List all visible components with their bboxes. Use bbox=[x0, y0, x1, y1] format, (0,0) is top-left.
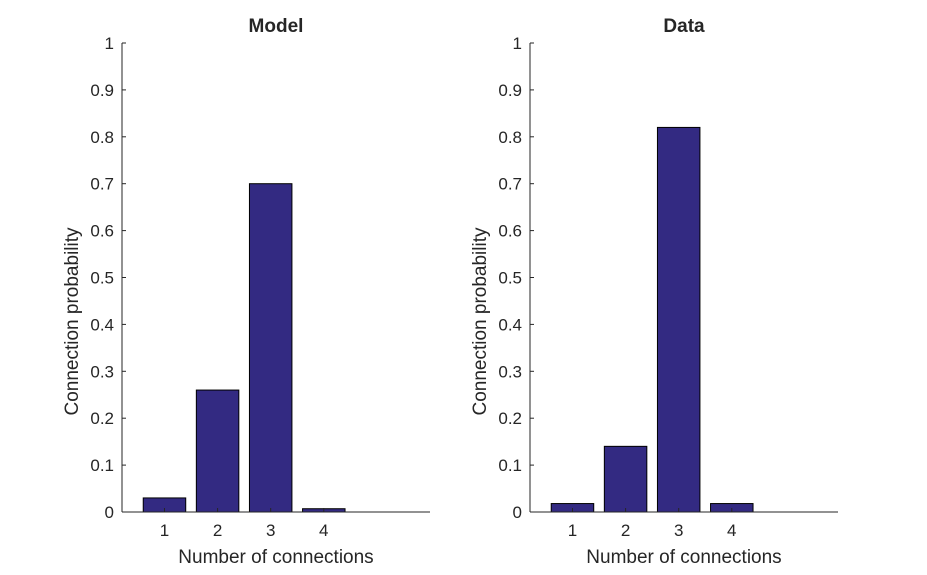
bar-3 bbox=[248, 183, 293, 513]
y-tick-label: 0.7 bbox=[498, 175, 522, 194]
y-tick-label: 0.9 bbox=[90, 81, 114, 100]
y-tick-label: 0.8 bbox=[498, 128, 522, 147]
y-tick-label: 0.2 bbox=[498, 409, 522, 428]
x-tick-label: 3 bbox=[266, 521, 275, 540]
y-tick-label: 0.5 bbox=[498, 269, 522, 288]
x-tick-label: 1 bbox=[568, 521, 577, 540]
x-axis-label: Number of connections bbox=[586, 547, 781, 568]
x-tick-label: 4 bbox=[319, 521, 328, 540]
y-tick-label: 0.7 bbox=[90, 175, 114, 194]
x-axis-label: Number of connections bbox=[178, 547, 373, 568]
y-tick-label: 0.1 bbox=[90, 456, 114, 475]
y-tick-label: 0.5 bbox=[90, 269, 114, 288]
y-tick-label: 0.3 bbox=[498, 362, 522, 381]
model-panel: 0 0.1 0.2 0.3 0.4 0.5 0.6 0.7 0.8 0.9 1 1 2 3 4 Model Nu… bbox=[62, 16, 430, 568]
x-tick-label: 3 bbox=[674, 521, 683, 540]
chart-title: Model bbox=[249, 16, 304, 37]
y-tick-label: 0.4 bbox=[90, 315, 114, 334]
bar-3 bbox=[656, 126, 701, 513]
y-tick-label: 0.2 bbox=[90, 409, 114, 428]
y-tick-label: 1 bbox=[105, 34, 114, 53]
y-tick-label: 0.4 bbox=[498, 315, 522, 334]
y-tick-label: 0 bbox=[513, 503, 522, 522]
y-tick-label: 0.6 bbox=[498, 222, 522, 241]
x-tick-label: 1 bbox=[160, 521, 169, 540]
bar-2 bbox=[195, 389, 240, 513]
y-axis-label: Connection probability bbox=[470, 227, 491, 416]
y-tick-label: 1 bbox=[513, 34, 522, 53]
bar-2 bbox=[603, 445, 648, 513]
y-tick-label: 0.8 bbox=[90, 128, 114, 147]
y-tick-label: 0.9 bbox=[498, 81, 522, 100]
y-axis-label: Connection probability bbox=[62, 227, 83, 416]
x-tick-label: 4 bbox=[727, 521, 736, 540]
chart-title: Data bbox=[663, 16, 705, 37]
x-tick-label: 2 bbox=[213, 521, 222, 540]
y-tick-label: 0 bbox=[105, 503, 114, 522]
data-panel: 0 0.1 0.2 0.3 0.4 0.5 0.6 0.7 0.8 0.9 1 1 2 3 4 Data Num… bbox=[470, 16, 838, 568]
y-tick-label: 0.1 bbox=[498, 456, 522, 475]
y-tick-label: 0.3 bbox=[90, 362, 114, 381]
x-tick-label: 2 bbox=[621, 521, 630, 540]
y-tick-label: 0.6 bbox=[90, 222, 114, 241]
